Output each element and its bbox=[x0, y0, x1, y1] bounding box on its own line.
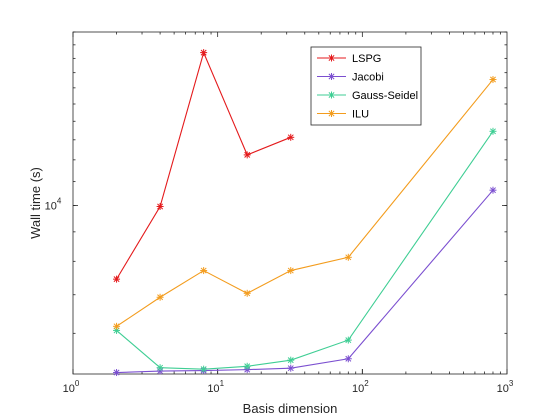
x-axis-label: Basis dimension bbox=[243, 401, 338, 416]
data-point-jacobi bbox=[344, 355, 352, 363]
data-point-gauss-seidel bbox=[243, 362, 251, 370]
data-point-ilu bbox=[344, 253, 352, 261]
legend-marker bbox=[328, 110, 335, 117]
legend: LSPG Jacobi Gauss-Seidel ILU bbox=[310, 46, 422, 126]
data-point-lspg bbox=[200, 49, 208, 57]
legend-item-lspg: LSPG bbox=[317, 53, 381, 65]
legend-item-jacobi: Jacobi bbox=[317, 72, 384, 84]
legend-marker bbox=[328, 54, 335, 62]
plot-area bbox=[72, 31, 508, 375]
data-point-ilu bbox=[156, 293, 164, 301]
data-point-gauss-seidel bbox=[200, 365, 208, 373]
data-point-ilu bbox=[113, 322, 121, 330]
y-axis-label: Wall time (s) bbox=[28, 167, 43, 239]
data-point-ilu bbox=[200, 267, 208, 275]
legend-label: Jacobi bbox=[352, 72, 384, 84]
data-point-gauss-seidel bbox=[156, 364, 164, 372]
data-point-gauss-seidel bbox=[287, 356, 295, 364]
data-point-ilu bbox=[489, 76, 497, 84]
legend-marker bbox=[328, 73, 335, 80]
legend-item-gauss-seidel: Gauss-Seidel bbox=[317, 90, 418, 102]
legend-item-ilu: ILU bbox=[317, 109, 369, 121]
data-point-lspg bbox=[156, 202, 164, 210]
data-point-lspg bbox=[113, 275, 121, 283]
data-point-gauss-seidel bbox=[344, 336, 352, 344]
legend-label: ILU bbox=[352, 109, 369, 121]
data-point-lspg bbox=[243, 151, 251, 159]
data-point-jacobi bbox=[113, 369, 121, 377]
data-point-gauss-seidel bbox=[489, 127, 497, 135]
data-point-jacobi bbox=[489, 186, 497, 194]
data-point-jacobi bbox=[287, 364, 295, 372]
legend-label: Gauss-Seidel bbox=[352, 90, 418, 102]
series-group bbox=[113, 49, 497, 377]
data-point-ilu bbox=[243, 289, 251, 297]
data-point-ilu bbox=[287, 267, 295, 275]
data-point-lspg bbox=[287, 133, 295, 141]
legend-marker bbox=[328, 91, 335, 99]
legend-label: LSPG bbox=[352, 53, 381, 65]
